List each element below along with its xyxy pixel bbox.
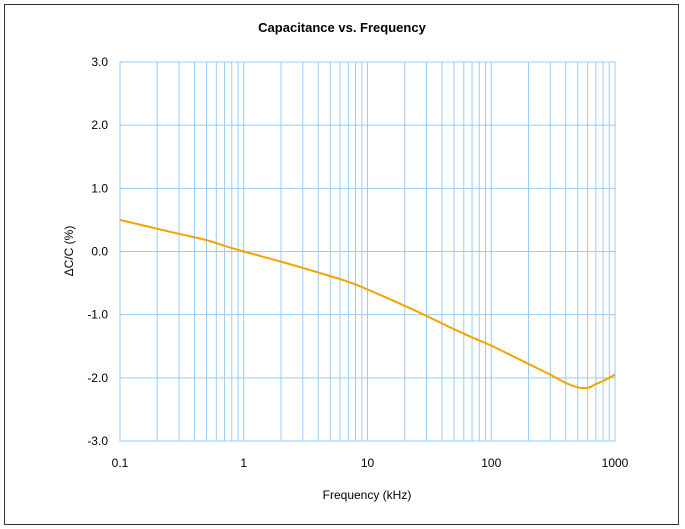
y-tick-label: 1.0: [91, 181, 108, 195]
y-tick-label: 2.0: [91, 118, 108, 132]
y-tick-label: -3.0: [87, 434, 108, 448]
y-tick-label: 0.0: [91, 245, 108, 259]
x-tick-label: 100: [481, 456, 501, 470]
x-tick-label: 1000: [602, 456, 629, 470]
y-tick-label: -2.0: [87, 371, 108, 385]
grid: [120, 62, 615, 441]
x-axis-label: Frequency (kHz): [323, 488, 412, 502]
y-tick-labels: 3.0 2.0 1.0 0.0 -1.0 -2.0 -3.0: [87, 55, 108, 448]
x-tick-label: 1: [240, 456, 247, 470]
y-tick-label: -1.0: [87, 308, 108, 322]
x-tick-label: 0.1: [112, 456, 129, 470]
y-tick-label: 3.0: [91, 55, 108, 69]
y-axis-label: ΔC/C (%): [62, 226, 76, 277]
x-tick-label: 10: [361, 456, 375, 470]
chart-title: Capacitance vs. Frequency: [258, 20, 426, 35]
x-tick-labels: 0.1 1 10 100 1000: [112, 456, 629, 470]
